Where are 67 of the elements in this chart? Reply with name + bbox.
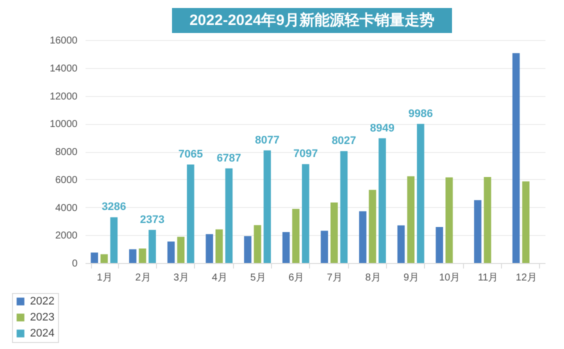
bar <box>407 176 414 263</box>
bar <box>216 229 223 263</box>
data-label: 8949 <box>370 122 394 134</box>
bar <box>330 202 338 263</box>
bar <box>100 254 108 263</box>
x-tick-label: 4月 <box>212 272 228 284</box>
y-tick-label: 12000 <box>50 91 78 102</box>
bar <box>206 234 214 263</box>
bar <box>474 200 482 263</box>
bar <box>320 230 328 263</box>
y-tick-label: 10000 <box>50 119 78 130</box>
bar <box>167 242 175 263</box>
legend-label: 2024 <box>30 328 54 340</box>
data-label: 2373 <box>140 214 164 226</box>
y-tick-label: 0 <box>72 258 78 270</box>
bar <box>397 225 405 263</box>
bar <box>129 249 136 263</box>
x-tick-label: 2月 <box>135 272 151 284</box>
bar <box>436 227 444 263</box>
bar <box>177 236 184 263</box>
bar <box>148 230 156 263</box>
bar <box>302 164 310 263</box>
bar <box>225 168 233 263</box>
x-tick-label: 8月 <box>365 272 381 284</box>
bar <box>368 190 376 263</box>
y-tick-label: 16000 <box>50 36 78 46</box>
chart-title: 2022-2024年9月新能源轻卡销量走势 <box>172 8 452 33</box>
data-label: 8077 <box>255 134 280 146</box>
bar <box>186 164 194 263</box>
x-tick-label: 5月 <box>250 272 266 284</box>
y-tick-label: 6000 <box>55 174 78 186</box>
bar <box>484 177 492 263</box>
x-tick-label: 11月 <box>478 272 498 284</box>
bar <box>292 208 300 263</box>
x-tick-label: 12月 <box>516 272 537 284</box>
x-tick-label: 3月 <box>174 272 190 284</box>
bar <box>416 124 424 263</box>
data-label: 3286 <box>102 201 126 214</box>
y-tick-label: 2000 <box>55 230 78 242</box>
legend-label: 2023 <box>30 312 54 324</box>
bar <box>282 232 290 263</box>
data-label: 7065 <box>178 148 203 161</box>
data-label: 6787 <box>216 152 242 164</box>
bar <box>138 248 146 263</box>
bar <box>254 225 262 263</box>
bar <box>264 150 271 263</box>
bar <box>522 181 530 263</box>
legend-label: 2022 <box>30 296 54 308</box>
x-tick-label: 10月 <box>439 272 460 284</box>
bar <box>244 236 252 263</box>
bar <box>340 151 348 263</box>
bar <box>378 138 386 263</box>
x-tick-label: 1月 <box>96 272 112 284</box>
data-label: 9986 <box>408 108 433 120</box>
y-tick-label: 14000 <box>50 63 78 74</box>
x-tick-label: 7月 <box>326 272 342 284</box>
bar <box>359 211 366 263</box>
y-tick-label: 8000 <box>55 147 78 158</box>
data-label: 7097 <box>293 148 318 160</box>
x-tick-label: 6月 <box>288 272 304 284</box>
x-tick-label: 9月 <box>404 272 420 284</box>
data-label: 8027 <box>332 135 356 148</box>
bar <box>446 177 453 263</box>
bar <box>90 252 98 263</box>
bar <box>512 53 520 263</box>
y-tick-label: 4000 <box>55 202 78 214</box>
bar <box>110 217 118 263</box>
